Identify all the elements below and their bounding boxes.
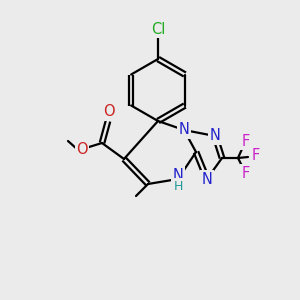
Text: F: F bbox=[252, 148, 260, 164]
Text: H: H bbox=[173, 179, 183, 193]
Text: F: F bbox=[242, 134, 250, 148]
Text: N: N bbox=[178, 122, 189, 137]
Text: F: F bbox=[242, 166, 250, 181]
Text: O: O bbox=[76, 142, 88, 157]
Text: N: N bbox=[202, 172, 212, 187]
Text: Cl: Cl bbox=[151, 22, 165, 37]
Text: N: N bbox=[210, 128, 220, 143]
Text: N: N bbox=[172, 167, 183, 182]
Text: O: O bbox=[103, 104, 115, 119]
